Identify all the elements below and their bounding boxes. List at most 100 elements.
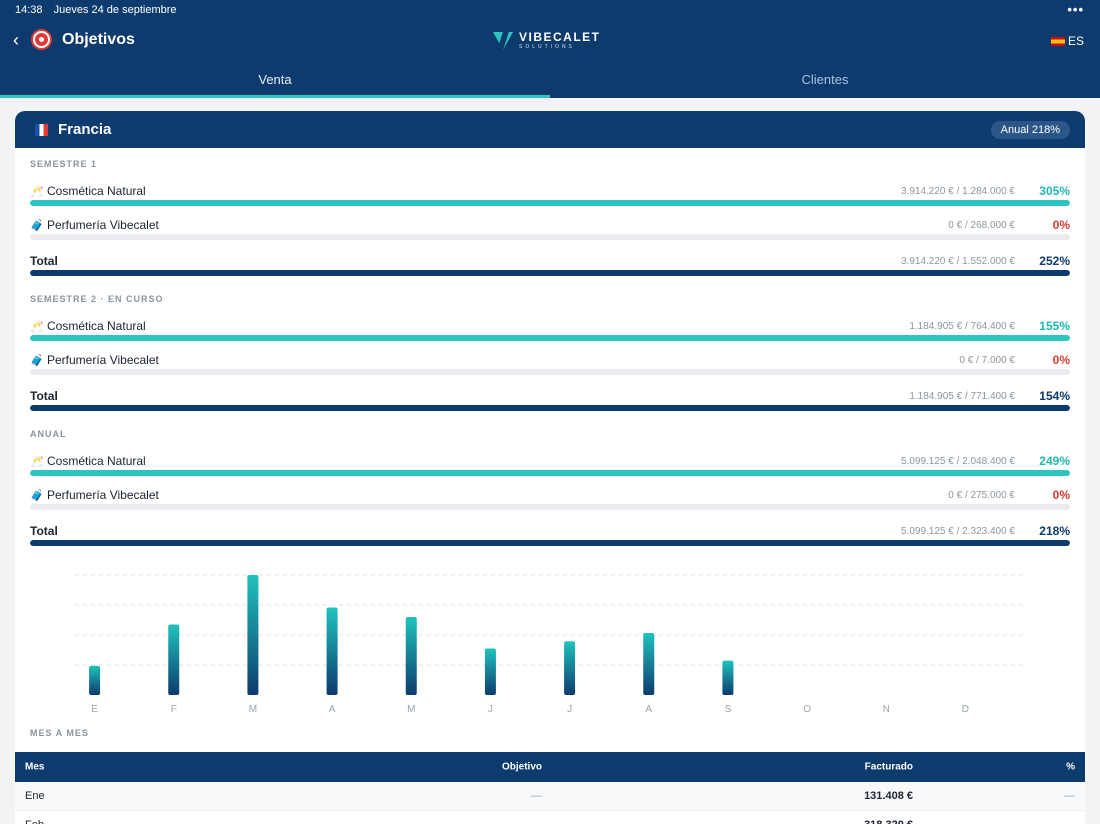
cell-mes: Feb (25, 819, 44, 824)
cell-pct: — (1064, 790, 1075, 802)
chart-tick-label: E (91, 704, 98, 715)
champagne-icon: 🥂 (30, 185, 44, 198)
champagne-icon: 🥂 (30, 455, 44, 468)
objective-row[interactable]: 🥂 Cosmética Natural 1.184.905 € / 764.40… (30, 314, 1070, 348)
region-card: Francia Anual 218% SEMESTRE 1 🥂 Cosmétic… (15, 111, 1085, 824)
total-percent: 218% (1039, 524, 1070, 538)
total-progress-bar (30, 270, 1070, 276)
tab-clientes[interactable]: Clientes (801, 72, 849, 87)
perfume-icon: 🧳 (30, 354, 44, 367)
total-percent: 252% (1039, 254, 1070, 268)
language-selector[interactable]: ES (1050, 34, 1084, 48)
app-header: 14:38 Jueves 24 de septiembre ••• ‹ Obje… (0, 0, 1100, 98)
total-progress-fill (30, 405, 1070, 411)
status-time: 14:38 (15, 4, 43, 16)
chart-tick-label: M (249, 704, 257, 715)
objective-row[interactable]: 🥂 Cosmética Natural 3.914.220 € / 1.284.… (30, 179, 1070, 213)
chart-tick-label: F (171, 704, 177, 715)
header-objetivo: Objetivo (501, 761, 542, 773)
monthly-section-label: MES A MES (30, 728, 89, 738)
france-flag-icon (35, 123, 48, 136)
brand-logo: VIBECALET SOLUTIONS (493, 31, 601, 50)
header-pct: % (1066, 761, 1075, 773)
chart-bar[interactable] (643, 633, 655, 695)
chart-bar[interactable] (405, 617, 417, 695)
progress-bar (30, 335, 1070, 341)
line-name: Cosmética Natural (47, 319, 146, 333)
objective-section: ANUAL 🥂 Cosmética Natural 5.099.125 € / … (15, 418, 1085, 553)
chart-bar[interactable] (89, 665, 101, 695)
chart-tick-label: J (488, 704, 493, 715)
page-title: Objetivos (62, 31, 135, 48)
more-dots-icon[interactable]: ••• (1067, 2, 1084, 17)
chart-tick-label: S (725, 704, 732, 715)
total-percent: 154% (1039, 389, 1070, 403)
progress-bar (30, 369, 1070, 375)
logo-subtitle: SOLUTIONS (519, 44, 575, 50)
cell-objetivo: — (531, 819, 542, 824)
champagne-icon: 🥂 (30, 320, 44, 333)
total-row: Total 3.914.220 € / 1.552.000 € 252% (30, 247, 1070, 283)
chart-bar[interactable] (326, 607, 338, 695)
cell-mes: Ene (25, 790, 45, 802)
progress-fill (30, 470, 1070, 476)
line-name: Perfumería Vibecalet (47, 218, 159, 232)
progress-bar (30, 470, 1070, 476)
line-percent: 249% (1039, 454, 1070, 468)
line-percent: 155% (1039, 319, 1070, 333)
header-mes: Mes (25, 761, 45, 773)
line-name: Perfumería Vibecalet (47, 353, 159, 367)
chart-bar[interactable] (168, 624, 180, 695)
objective-section: SEMESTRE 1 🥂 Cosmética Natural 3.914.220… (15, 148, 1085, 283)
line-percent: 0% (1052, 488, 1070, 502)
line-amounts: 1.184.905 € / 764.400 € (909, 321, 1015, 332)
perfume-icon: 🧳 (30, 219, 44, 232)
table-row[interactable]: Feb — 318.320 € — (15, 811, 1085, 824)
region-header: Francia Anual 218% (15, 111, 1085, 148)
line-amounts: 0 € / 7.000 € (959, 355, 1015, 366)
cell-facturado: 131.408 € (864, 790, 913, 802)
chart-bar[interactable] (247, 574, 259, 695)
chart-tick-label: J (567, 704, 572, 715)
status-bar: 14:38 Jueves 24 de septiembre (15, 4, 177, 16)
cell-objetivo: — (531, 790, 542, 802)
total-progress-fill (30, 270, 1070, 276)
objective-row[interactable]: 🧳 Perfumería Vibecalet 0 € / 275.000 € 0… (30, 483, 1070, 517)
line-name: Cosmética Natural (47, 454, 146, 468)
logo-name: VIBECALET (519, 30, 601, 44)
chevron-left-icon[interactable]: ‹ (13, 30, 19, 50)
line-percent: 0% (1052, 218, 1070, 232)
chart-tick-label: A (645, 704, 652, 715)
line-percent: 0% (1052, 353, 1070, 367)
spain-flag-icon (1050, 36, 1065, 46)
tab-venta[interactable]: Venta (0, 60, 550, 98)
total-amounts: 5.099.125 € / 2.323.400 € (901, 526, 1015, 537)
chart-bar[interactable] (484, 648, 496, 696)
section-label: ANUAL (30, 429, 67, 439)
language-code: ES (1067, 34, 1084, 48)
progress-fill (30, 200, 1070, 206)
objective-row[interactable]: 🧳 Perfumería Vibecalet 0 € / 268.000 € 0… (30, 213, 1070, 247)
table-header: Mes Objetivo Facturado % (15, 752, 1085, 782)
monthly-table: Mes Objetivo Facturado % Ene — 131.408 €… (15, 752, 1085, 824)
total-progress-bar (30, 405, 1070, 411)
perfume-icon: 🧳 (30, 489, 44, 502)
region-name: Francia (58, 121, 112, 138)
section-label: SEMESTRE 2 · EN CURSO (30, 294, 164, 304)
chart-bar[interactable] (564, 641, 576, 695)
objective-row[interactable]: 🥂 Cosmética Natural 5.099.125 € / 2.048.… (30, 449, 1070, 483)
progress-bar (30, 234, 1070, 240)
line-amounts: 5.099.125 € / 2.048.400 € (901, 456, 1015, 467)
table-row[interactable]: Ene — 131.408 € — (15, 782, 1085, 811)
total-label: Total (30, 254, 58, 268)
objective-row[interactable]: 🧳 Perfumería Vibecalet 0 € / 7.000 € 0% (30, 348, 1070, 382)
objective-section: SEMESTRE 2 · EN CURSO 🥂 Cosmética Natura… (15, 283, 1085, 418)
total-amounts: 1.184.905 € / 771.400 € (909, 391, 1015, 402)
chart-tick-label: D (962, 704, 969, 715)
progress-fill (30, 335, 1070, 341)
target-icon (33, 31, 50, 48)
chart-bar[interactable] (722, 660, 734, 695)
cell-facturado: 318.320 € (864, 819, 913, 824)
chart-tick-label: O (803, 704, 811, 715)
